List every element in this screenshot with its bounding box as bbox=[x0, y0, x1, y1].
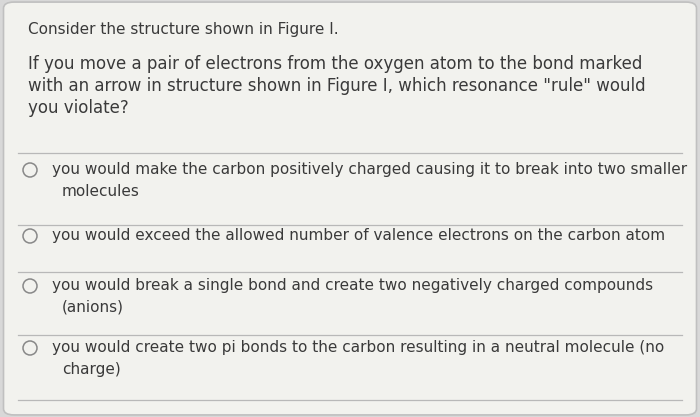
Text: molecules: molecules bbox=[62, 184, 140, 199]
Text: you violate?: you violate? bbox=[28, 99, 129, 117]
Text: you would make the carbon positively charged causing it to break into two smalle: you would make the carbon positively cha… bbox=[52, 162, 687, 177]
Text: (anions): (anions) bbox=[62, 300, 124, 315]
Text: you would break a single bond and create two negatively charged compounds: you would break a single bond and create… bbox=[52, 278, 653, 293]
Text: charge): charge) bbox=[62, 362, 120, 377]
Text: you would exceed the allowed number of valence electrons on the carbon atom: you would exceed the allowed number of v… bbox=[52, 228, 665, 243]
Text: If you move a pair of electrons from the oxygen atom to the bond marked: If you move a pair of electrons from the… bbox=[28, 55, 643, 73]
Text: Consider the structure shown in Figure I.: Consider the structure shown in Figure I… bbox=[28, 22, 339, 37]
Text: with an arrow in structure shown in Figure I, which resonance "rule" would: with an arrow in structure shown in Figu… bbox=[28, 77, 645, 95]
Text: you would create two pi bonds to the carbon resulting in a neutral molecule (no: you would create two pi bonds to the car… bbox=[52, 340, 664, 355]
